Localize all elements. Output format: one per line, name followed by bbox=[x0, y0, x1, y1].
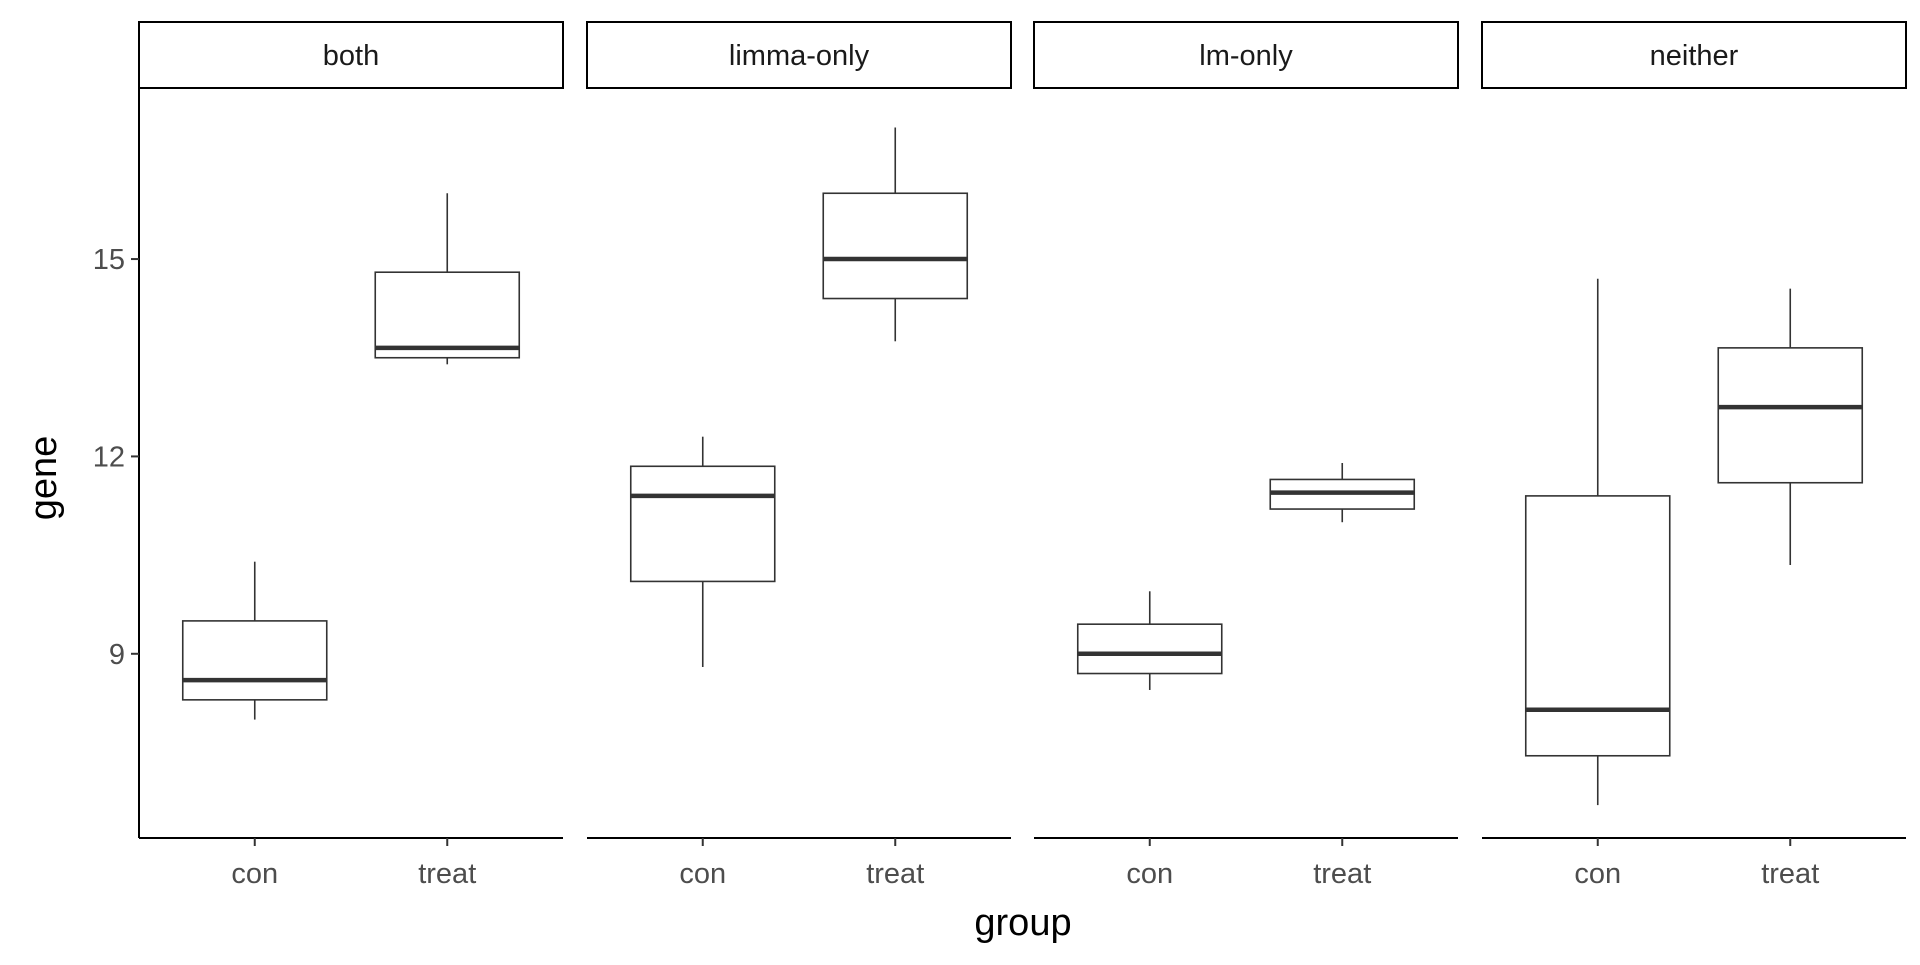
x-tick-label: con bbox=[1574, 858, 1621, 890]
facet-strip bbox=[586, 21, 1012, 89]
facet-strip bbox=[1033, 21, 1459, 89]
boxplot-treat bbox=[374, 193, 521, 365]
x-tick-label: treat bbox=[866, 858, 924, 890]
facet-strip-label: neither bbox=[1650, 40, 1739, 72]
y-tick-label: 12 bbox=[93, 441, 125, 473]
boxplot-treat bbox=[822, 127, 969, 342]
facet-panel-both: both con treat bbox=[138, 21, 564, 890]
x-tick-label: treat bbox=[1313, 858, 1371, 890]
facet-panel-limma-only: limma-only con treat bbox=[586, 21, 1012, 890]
x-tick-label: con bbox=[231, 858, 278, 890]
iqr-box bbox=[1717, 347, 1864, 484]
boxplot-con bbox=[181, 561, 328, 720]
y-tick-label: 15 bbox=[93, 244, 125, 276]
facet-panel-lm-only: lm-only con treat bbox=[1033, 21, 1459, 890]
boxplot-treat bbox=[1717, 288, 1864, 565]
iqr-box bbox=[181, 620, 328, 701]
y-tick-label: 9 bbox=[109, 639, 125, 671]
iqr-box bbox=[822, 192, 969, 300]
iqr-box bbox=[374, 271, 521, 359]
boxplot-treat bbox=[1269, 463, 1416, 523]
boxplot-con bbox=[629, 436, 776, 667]
facet-strip bbox=[138, 21, 564, 89]
facet-strip-label: both bbox=[323, 40, 379, 72]
facet-panel-neither: neither con treat bbox=[1481, 21, 1907, 890]
panels-layer: both con treat limma-only con treat lm-only con… bbox=[138, 21, 1907, 890]
x-tick-label: treat bbox=[418, 858, 476, 890]
iqr-box bbox=[629, 465, 776, 583]
x-tick-label: con bbox=[679, 858, 726, 890]
x-axis-title: group bbox=[974, 902, 1071, 944]
y-axis-title: gene bbox=[23, 436, 65, 521]
boxplot-con bbox=[1524, 278, 1671, 806]
x-tick-label: con bbox=[1126, 858, 1173, 890]
y-axis: 9 12 15 bbox=[93, 88, 140, 838]
iqr-box bbox=[1076, 623, 1223, 675]
facet-strip-label: limma-only bbox=[729, 40, 870, 72]
x-tick-label: treat bbox=[1761, 858, 1819, 890]
facet-strip-label: lm-only bbox=[1199, 40, 1293, 72]
iqr-box bbox=[1524, 495, 1671, 757]
boxplot-con bbox=[1076, 591, 1223, 690]
facet-strip bbox=[1481, 21, 1907, 89]
